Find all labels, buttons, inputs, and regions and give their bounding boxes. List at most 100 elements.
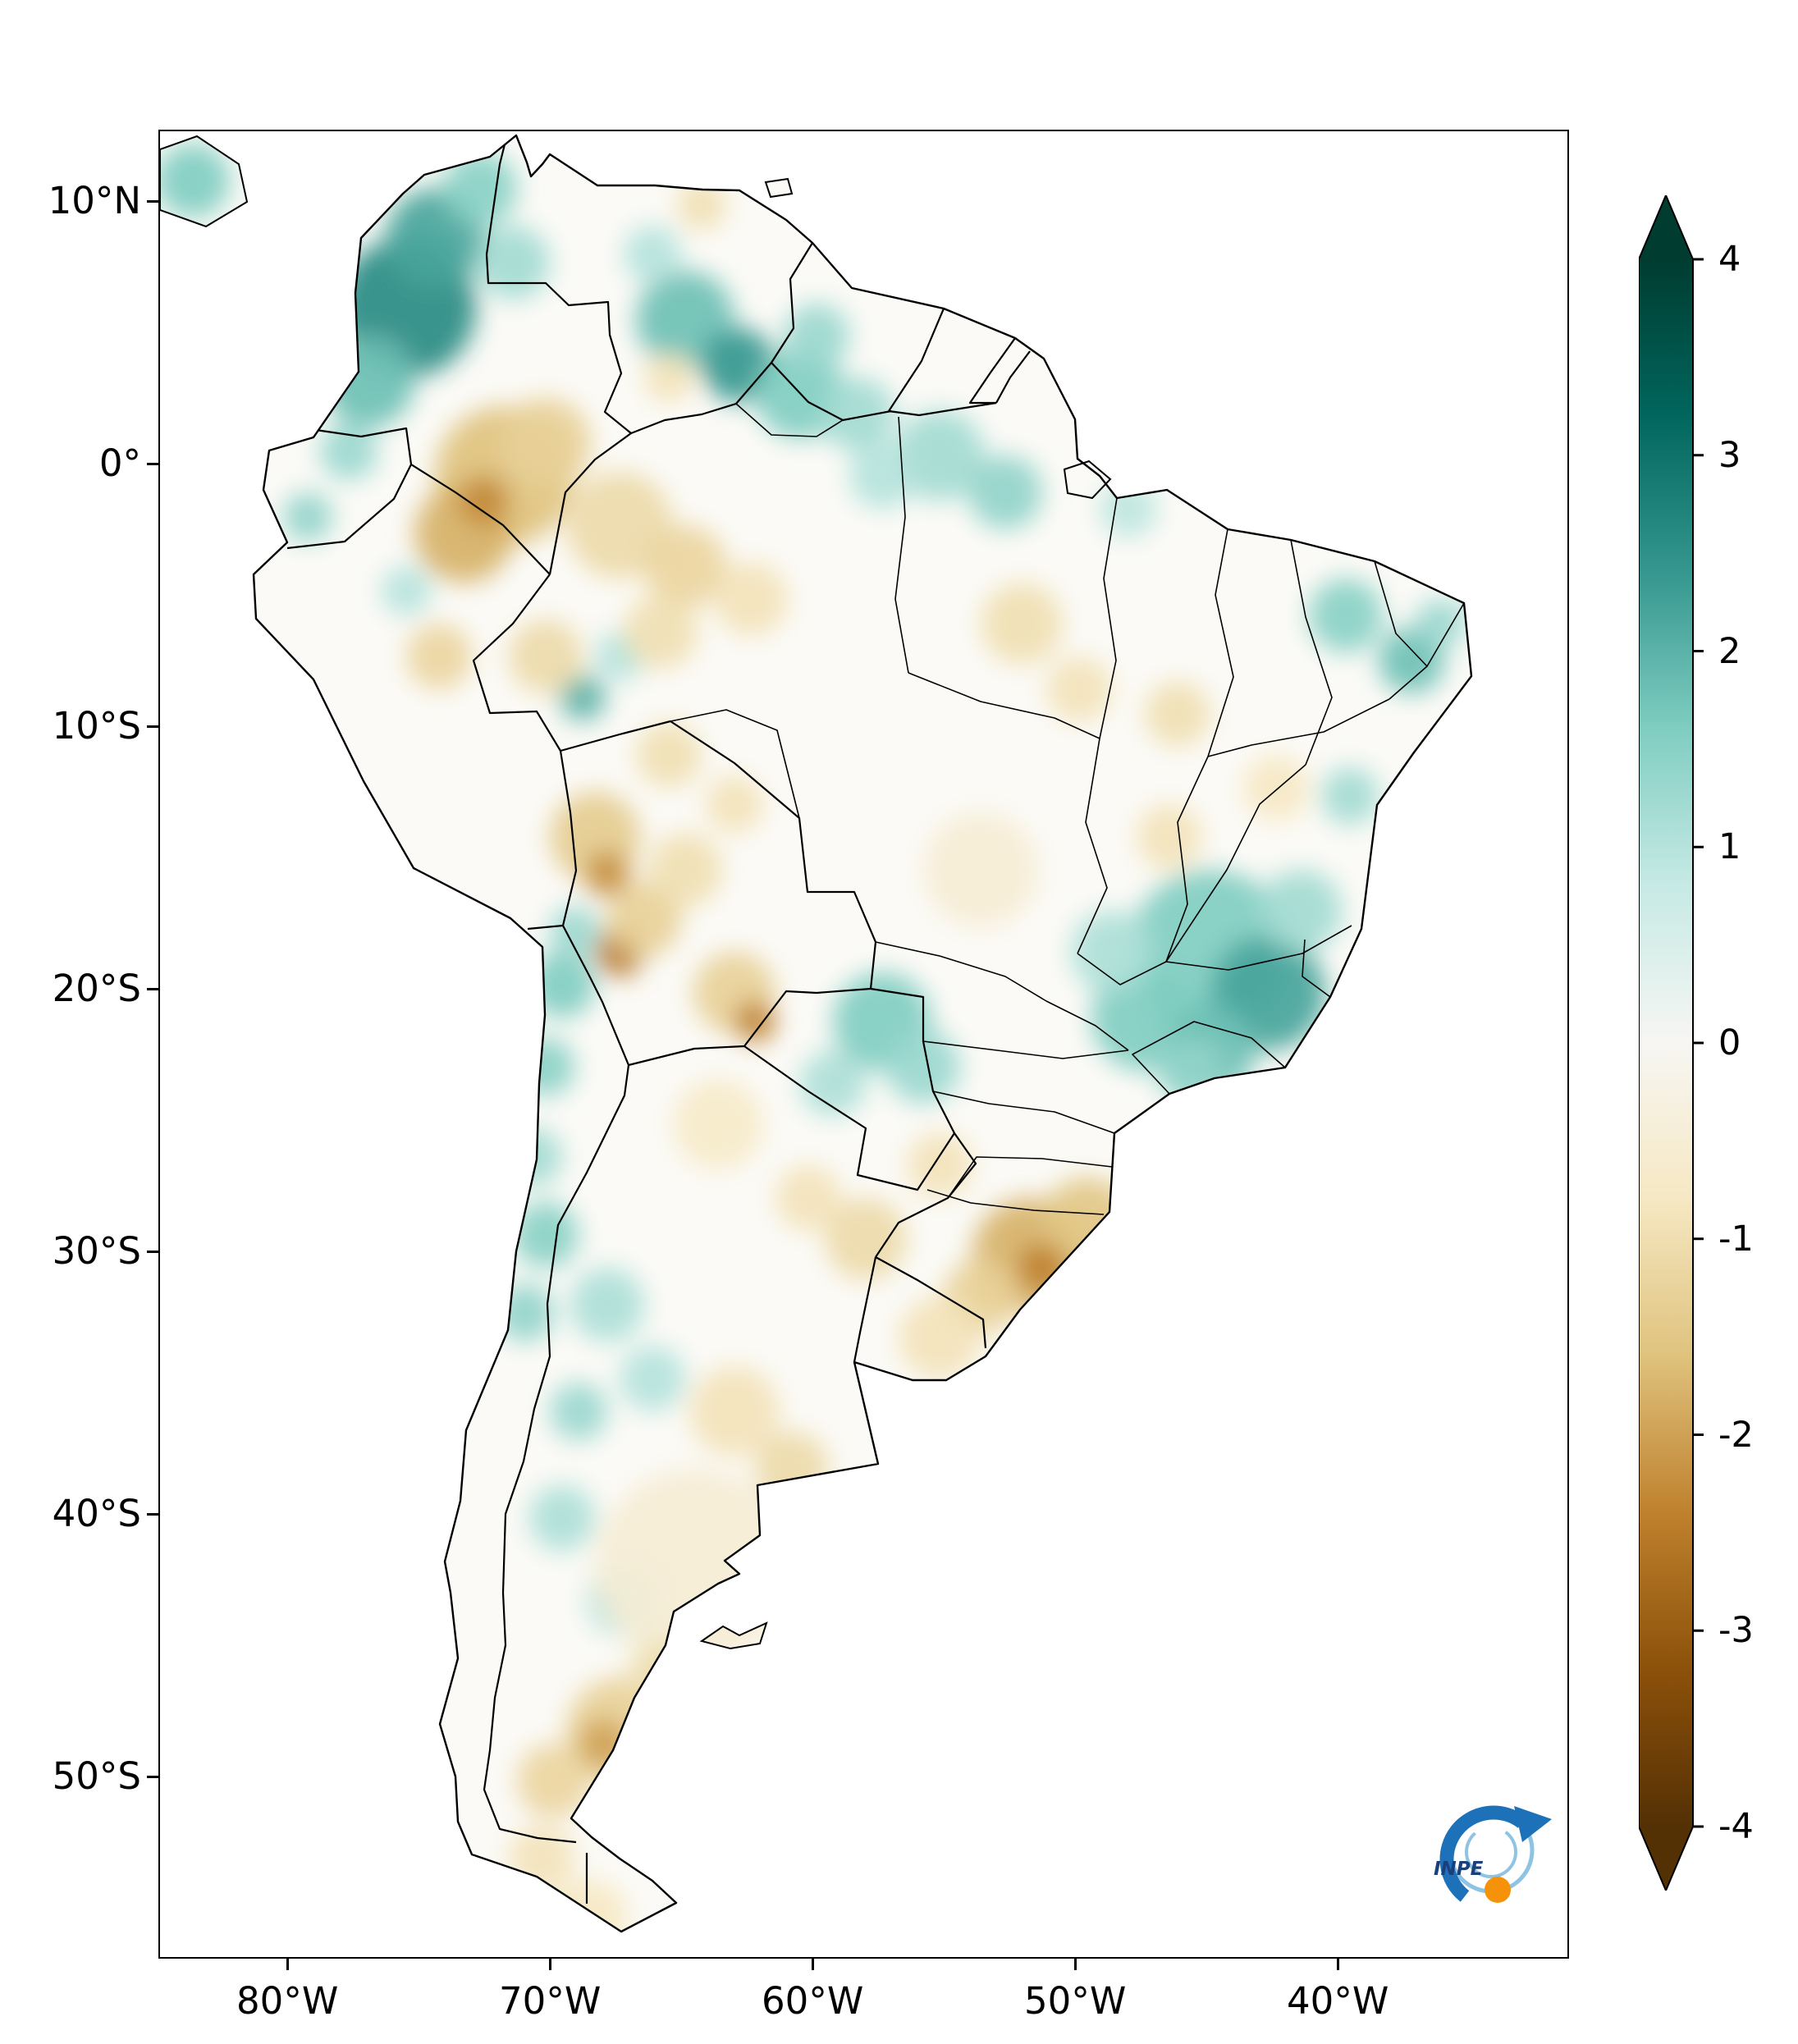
spei-blob (406, 624, 472, 689)
spei-blob (849, 443, 915, 509)
spei-blob (443, 152, 517, 226)
colorbar-tick-label: 3 (1718, 434, 1741, 476)
spei-blob (1071, 911, 1153, 993)
spei-blob (1046, 656, 1112, 722)
x-tick-mark (548, 1959, 551, 1970)
spei-blob (821, 377, 894, 451)
x-tick-mark (286, 1959, 289, 1970)
spei-blob (894, 410, 985, 501)
spei-blob (324, 336, 414, 427)
inpe-logo-text: INPE (1434, 1859, 1484, 1880)
spei-blob (1243, 755, 1309, 821)
spei-blob (1137, 804, 1202, 870)
spei-blob (509, 620, 583, 693)
y-tick-label: 50°S (52, 1754, 141, 1799)
x-tick-mark (1073, 1959, 1077, 1970)
colorbar (1639, 195, 1704, 1891)
x-tick-mark (1336, 1959, 1339, 1970)
spei-blob (1260, 870, 1342, 952)
coastline (252, 134, 1473, 1933)
spei-blob (607, 882, 681, 956)
spei-blob (648, 833, 722, 907)
spei-blob (775, 1165, 841, 1231)
spei-blob (886, 1030, 960, 1104)
spei-blob (496, 1284, 554, 1342)
colorbar-tick-label: -2 (1718, 1414, 1754, 1456)
x-tick-label: 50°W (1024, 1979, 1127, 2023)
marajo-outline (1063, 460, 1112, 500)
y-tick-mark (147, 462, 158, 465)
spei-blob (923, 812, 1038, 927)
spei-blob (620, 1346, 685, 1411)
spei-field (160, 144, 1471, 1932)
spei-blob (907, 1132, 972, 1198)
country-borders (286, 140, 1031, 1904)
y-tick-mark (147, 1250, 158, 1253)
y-tick-label: 30°S (52, 1229, 141, 1273)
spei-blob (644, 525, 726, 607)
spei-blob (825, 1198, 907, 1280)
spei-blob (550, 907, 599, 956)
spei-blob (624, 226, 681, 283)
spei-blob (501, 398, 591, 488)
spei-blob (1145, 681, 1210, 747)
inpe-logo: INPE (1422, 1791, 1563, 1921)
colorbar-tick-label: -1 (1718, 1218, 1754, 1260)
inpe-logo-graphic: INPE (1434, 1805, 1552, 1903)
spei-blob (628, 1641, 693, 1707)
spei-blob (644, 353, 693, 402)
spei-blob (529, 1485, 595, 1551)
y-tick-mark (147, 1775, 158, 1778)
spei-blob (517, 1038, 574, 1095)
colorbar-tick-label: 4 (1718, 239, 1741, 280)
spei-blob (513, 1202, 579, 1268)
spei-blob (1100, 480, 1157, 537)
spei-blob (566, 472, 673, 578)
south-atlantic-island-outline (699, 1621, 768, 1650)
spei-blob (1321, 767, 1379, 825)
spei-blob (1309, 578, 1383, 652)
y-tick-label: 20°S (52, 967, 141, 1011)
y-tick-mark (147, 725, 158, 728)
colorbar-tick-label: -3 (1718, 1610, 1754, 1652)
y-tick-label: 40°S (52, 1492, 141, 1536)
inpe-swirl-icon (1439, 1805, 1552, 1903)
y-tick-label: 10°S (52, 704, 141, 748)
panama-corner-outline (160, 135, 249, 228)
y-tick-label: 0° (98, 441, 141, 486)
spei-blob (800, 1050, 866, 1116)
spei-blob (734, 1001, 775, 1042)
y-tick-mark (147, 199, 158, 203)
colorbar-tick-label: 0 (1718, 1022, 1741, 1063)
south-america-spei-map (160, 134, 1473, 1933)
spei-blob (517, 1744, 591, 1818)
map-plot-area (158, 130, 1569, 1959)
colorbar-tick-label: 1 (1718, 826, 1741, 868)
x-tick-label: 40°W (1287, 1979, 1389, 2023)
x-tick-label: 60°W (762, 1979, 864, 2023)
x-tick-label: 80°W (236, 1979, 339, 2023)
spei-blob (968, 455, 1042, 529)
spei-blob (509, 1826, 574, 1891)
x-tick-mark (811, 1959, 814, 1970)
spei-blob (570, 1268, 644, 1342)
colorbar-tick-label: -4 (1718, 1806, 1754, 1847)
spei-blob (706, 775, 763, 833)
trinidad (766, 179, 792, 197)
spei-blob (673, 1079, 763, 1169)
spei-blob (636, 722, 702, 788)
spei-blob (529, 952, 595, 1017)
state-borders (670, 403, 1465, 1215)
spei-blob (1469, 570, 1471, 611)
trinidad-outline (764, 177, 794, 199)
spei-blob (460, 476, 509, 525)
colorbar-gradient (1639, 195, 1694, 1891)
y-tick-mark (147, 987, 158, 990)
spei-blob (1157, 1038, 1223, 1104)
spei-blob (899, 1296, 981, 1379)
spei-blob (624, 595, 698, 669)
spei-blob (689, 1366, 780, 1456)
spei-blob (160, 144, 230, 217)
spei-blob (584, 851, 630, 897)
